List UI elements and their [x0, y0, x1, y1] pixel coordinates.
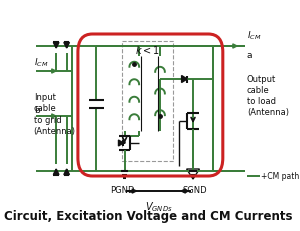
Polygon shape [53, 169, 59, 175]
Text: $k < 1$: $k < 1$ [135, 44, 160, 56]
Text: a: a [247, 50, 253, 59]
Text: SGND: SGND [182, 185, 207, 194]
Text: $V_{GNDs}$: $V_{GNDs}$ [145, 199, 173, 213]
Polygon shape [118, 140, 123, 146]
Polygon shape [53, 43, 59, 49]
Text: Circuit, Excitation Voltage and CM Currents: Circuit, Excitation Voltage and CM Curre… [4, 210, 293, 222]
Text: $I_{CM}$: $I_{CM}$ [247, 29, 261, 42]
Text: Output
cable
to load
(Antenna): Output cable to load (Antenna) [247, 75, 289, 117]
Text: $I_{CM}$: $I_{CM}$ [34, 56, 48, 69]
Polygon shape [64, 169, 70, 175]
Text: Input
cable
to grid
(Antenna): Input cable to grid (Antenna) [34, 93, 76, 135]
Polygon shape [64, 43, 70, 49]
Text: PGND: PGND [110, 185, 134, 194]
Bar [122, 42, 173, 161]
Text: +CM path: +CM path [261, 172, 300, 181]
Text: b: b [34, 106, 39, 115]
Polygon shape [182, 76, 187, 83]
